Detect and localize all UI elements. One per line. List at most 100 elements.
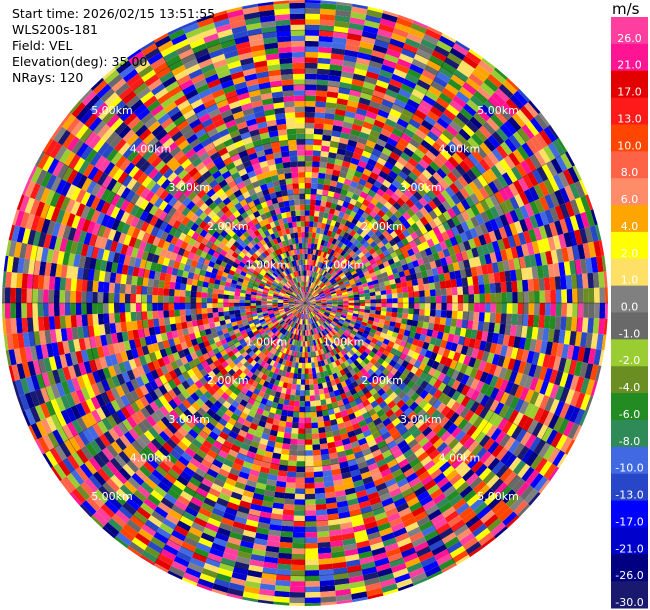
velocity-bin xyxy=(481,244,490,255)
velocity-bin xyxy=(317,312,323,317)
velocity-bin xyxy=(569,406,581,423)
velocity-bin xyxy=(511,113,526,128)
velocity-bin xyxy=(273,601,290,606)
velocity-bin xyxy=(327,267,333,274)
velocity-bin xyxy=(533,227,543,241)
velocity-bin xyxy=(475,202,485,214)
velocity-bin xyxy=(467,153,479,166)
velocity-bin xyxy=(390,316,397,323)
velocity-bin xyxy=(384,435,395,445)
velocity-bin xyxy=(326,295,332,299)
velocity-bin xyxy=(544,209,555,224)
velocity-bin xyxy=(477,321,485,332)
velocity-bin xyxy=(343,55,358,63)
velocity-bin xyxy=(360,230,368,239)
velocity-bin xyxy=(287,405,295,412)
velocity-bin xyxy=(415,326,423,335)
velocity-bin xyxy=(326,230,333,237)
velocity-bin xyxy=(234,515,248,525)
velocity-bin xyxy=(311,362,316,369)
velocity-bin xyxy=(384,454,396,464)
velocity-bin xyxy=(181,577,198,586)
velocity-bin xyxy=(310,335,313,341)
velocity-bin xyxy=(331,47,346,55)
velocity-bin xyxy=(367,134,379,144)
velocity-bin xyxy=(169,316,176,325)
velocity-bin xyxy=(313,221,318,228)
velocity-bin xyxy=(296,379,301,385)
velocity-bin xyxy=(369,171,379,181)
velocity-bin xyxy=(228,496,241,506)
velocity-bin xyxy=(315,306,321,309)
velocity-bin xyxy=(494,250,503,263)
velocity-bin xyxy=(305,542,318,549)
velocity-bin xyxy=(416,546,432,558)
velocity-bin xyxy=(287,320,293,326)
velocity-bin xyxy=(201,308,208,314)
velocity-bin xyxy=(503,368,513,382)
velocity-bin xyxy=(402,286,409,293)
velocity-bin xyxy=(462,537,479,551)
velocity-bin xyxy=(324,246,330,254)
velocity-bin xyxy=(373,317,380,323)
velocity-bin xyxy=(289,338,294,345)
velocity-bin xyxy=(380,205,389,214)
velocity-bin xyxy=(446,287,453,296)
velocity-bin xyxy=(303,308,305,314)
velocity-bin xyxy=(320,337,325,343)
velocity-bin xyxy=(365,582,382,592)
velocity-bin xyxy=(272,361,279,368)
velocity-bin xyxy=(150,489,164,502)
velocity-bin xyxy=(460,221,470,232)
velocity-bin xyxy=(122,463,136,477)
velocity-bin xyxy=(305,301,311,303)
velocity-bin xyxy=(294,499,305,505)
velocity-bin xyxy=(383,94,396,104)
velocity-bin xyxy=(512,359,522,373)
velocity-bin xyxy=(371,124,383,134)
velocity-bin xyxy=(529,391,540,406)
velocity-bin xyxy=(352,327,359,333)
velocity-bin xyxy=(335,332,342,338)
velocity-bin xyxy=(370,412,380,422)
velocity-bin xyxy=(325,309,331,313)
velocity-bin xyxy=(598,318,605,335)
velocity-bin xyxy=(323,475,334,483)
velocity-bin xyxy=(338,376,345,383)
velocity-bin xyxy=(242,591,259,600)
velocity-bin xyxy=(348,134,359,142)
velocity-bin xyxy=(201,426,212,436)
velocity-bin xyxy=(285,487,296,494)
velocity-bin xyxy=(326,436,335,444)
velocity-bin xyxy=(504,270,512,282)
velocity-bin xyxy=(290,389,296,396)
velocity-bin xyxy=(287,337,292,344)
velocity-bin xyxy=(348,464,359,472)
velocity-bin xyxy=(501,420,513,434)
velocity-bin xyxy=(319,275,325,281)
velocity-bin xyxy=(574,259,582,275)
velocity-bin xyxy=(305,101,316,107)
velocity-bin xyxy=(397,345,405,353)
velocity-bin xyxy=(166,453,178,465)
velocity-bin xyxy=(291,548,305,555)
velocity-bin xyxy=(322,470,333,477)
velocity-bin xyxy=(446,398,457,409)
velocity-bin xyxy=(352,313,359,318)
velocity-bin xyxy=(215,379,224,388)
velocity-bin xyxy=(374,330,382,337)
velocity-bin xyxy=(305,597,321,604)
velocity-bin xyxy=(351,519,365,528)
velocity-bin xyxy=(334,252,341,259)
velocity-bin xyxy=(389,279,396,285)
velocity-bin xyxy=(394,573,411,584)
velocity-bin xyxy=(426,358,435,368)
velocity-bin xyxy=(285,331,291,338)
velocity-bin xyxy=(531,327,539,340)
velocity-bin xyxy=(335,9,352,18)
velocity-bin xyxy=(455,40,470,52)
velocity-bin xyxy=(325,253,330,260)
velocity-bin xyxy=(337,199,345,207)
velocity-bin xyxy=(179,412,190,423)
velocity-bin xyxy=(322,277,327,283)
